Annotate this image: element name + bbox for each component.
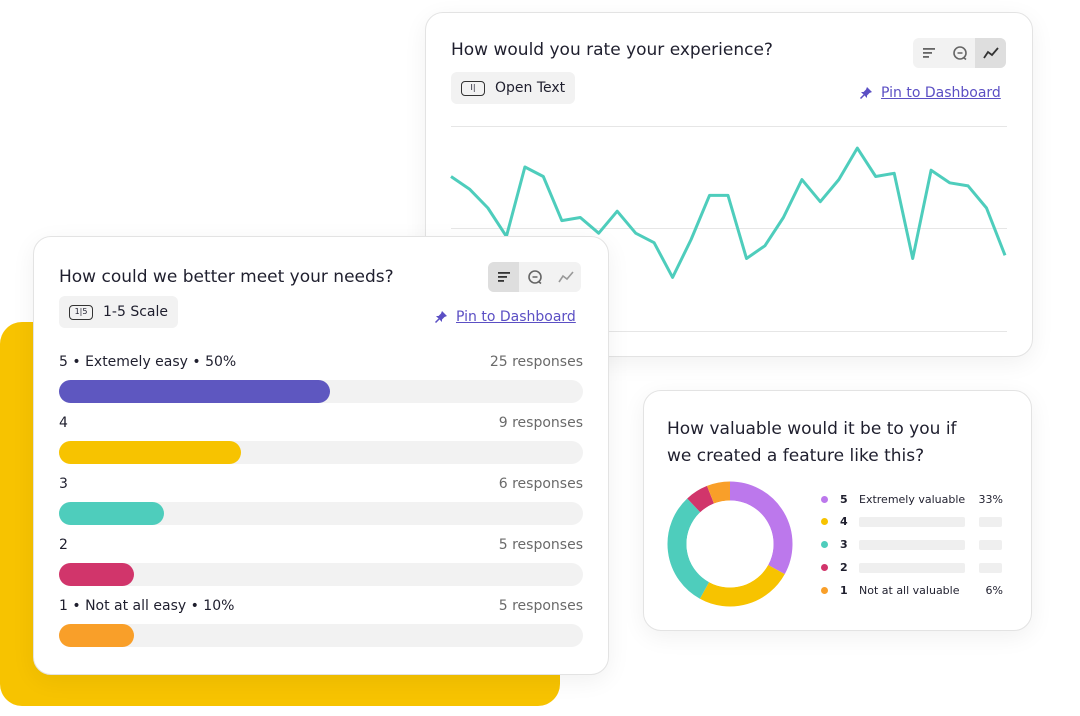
- legend-placeholder-pct: [979, 563, 1002, 573]
- text-field-icon: I|: [461, 80, 485, 96]
- bar-fill-1: [59, 624, 134, 647]
- legend-placeholder-bar: [859, 517, 965, 527]
- value-card-title-line1: How valuable would it be to you if: [667, 419, 957, 439]
- experience-view-toggle: [913, 38, 1006, 68]
- legend-placeholder-bar: [859, 540, 965, 550]
- needs-view-toggle: [488, 262, 581, 292]
- row-responses-2: 5 responses: [498, 537, 583, 553]
- legend-placeholder-bar: [859, 563, 965, 573]
- pin-to-dashboard-link[interactable]: Pin to Dashboard: [434, 309, 576, 325]
- experience-card-title: How would you rate your experience?: [451, 40, 773, 60]
- chart-gridline: [451, 331, 1007, 332]
- bars-view-icon[interactable]: [913, 38, 944, 68]
- row-label-1: 1 • Not at all easy • 10%: [59, 598, 235, 614]
- bar-track-4: [59, 441, 583, 464]
- scale-icon: 1|5: [69, 304, 93, 320]
- pin-icon: [859, 86, 873, 100]
- chart-gridline: [451, 228, 1007, 229]
- bar-fill-3: [59, 502, 164, 525]
- row-responses-5: 25 responses: [489, 354, 583, 370]
- bar-track-1: [59, 624, 583, 647]
- donut-segment-5: [729, 481, 793, 575]
- legend-num-1: 1: [840, 584, 848, 597]
- bar-track-2: [59, 563, 583, 586]
- bars-view-icon[interactable]: [488, 262, 519, 292]
- legend-dot-4: [821, 518, 828, 525]
- bar-fill-5: [59, 380, 330, 403]
- pin-label: Pin to Dashboard: [881, 85, 1001, 101]
- donut-segment-2: [687, 485, 715, 513]
- bar-track-3: [59, 502, 583, 525]
- row-label-3: 3: [59, 476, 68, 492]
- bar-fill-2: [59, 563, 134, 586]
- value-card-title-line2: we created a feature like this?: [667, 446, 925, 466]
- trend-view-icon[interactable]: [550, 262, 581, 292]
- donut-segment-1: [706, 481, 731, 504]
- row-label-2: 2: [59, 537, 68, 553]
- legend-pct-5: 33%: [978, 493, 1003, 506]
- row-responses-3: 6 responses: [498, 476, 583, 492]
- comment-view-icon[interactable]: [519, 262, 550, 292]
- legend-dot-3: [821, 541, 828, 548]
- question-type-chip: 1|5 1-5 Scale: [59, 296, 178, 328]
- legend-text-1: Not at all valuable: [859, 584, 960, 597]
- pin-to-dashboard-link[interactable]: Pin to Dashboard: [859, 85, 1001, 101]
- legend-num-4: 4: [840, 515, 848, 528]
- donut-segment-4: [699, 564, 785, 607]
- row-responses-4: 9 responses: [498, 415, 583, 431]
- legend-text-5: Extremely valuable: [859, 493, 966, 506]
- comment-view-icon[interactable]: [944, 38, 975, 68]
- trend-view-icon[interactable]: [975, 38, 1006, 68]
- legend-dot-2: [821, 564, 828, 571]
- question-type-label: 1-5 Scale: [103, 304, 168, 320]
- question-type-label: Open Text: [495, 80, 566, 96]
- legend-placeholder-pct: [979, 540, 1002, 550]
- bar-fill-4: [59, 441, 241, 464]
- legend-pct-1: 6%: [985, 584, 1003, 597]
- pin-icon: [434, 310, 448, 324]
- needs-card-title: How could we better meet your needs?: [59, 267, 394, 287]
- bar-track-5: [59, 380, 583, 403]
- chart-gridline: [451, 126, 1007, 127]
- legend-placeholder-pct: [979, 517, 1002, 527]
- question-type-chip: I| Open Text: [451, 72, 576, 104]
- donut-segment-3: [667, 498, 710, 599]
- row-label-5: 5 • Extemely easy • 50%: [59, 354, 237, 370]
- legend-dot-1: [821, 587, 828, 594]
- pin-label: Pin to Dashboard: [456, 309, 576, 325]
- legend-num-2: 2: [840, 561, 848, 574]
- donut-hole: [686, 500, 774, 588]
- value-donut-chart: [667, 481, 793, 607]
- row-label-4: 4: [59, 415, 68, 431]
- legend-dot-5: [821, 496, 828, 503]
- row-responses-1: 5 responses: [498, 598, 583, 614]
- legend-num-5: 5: [840, 493, 848, 506]
- legend-num-3: 3: [840, 538, 848, 551]
